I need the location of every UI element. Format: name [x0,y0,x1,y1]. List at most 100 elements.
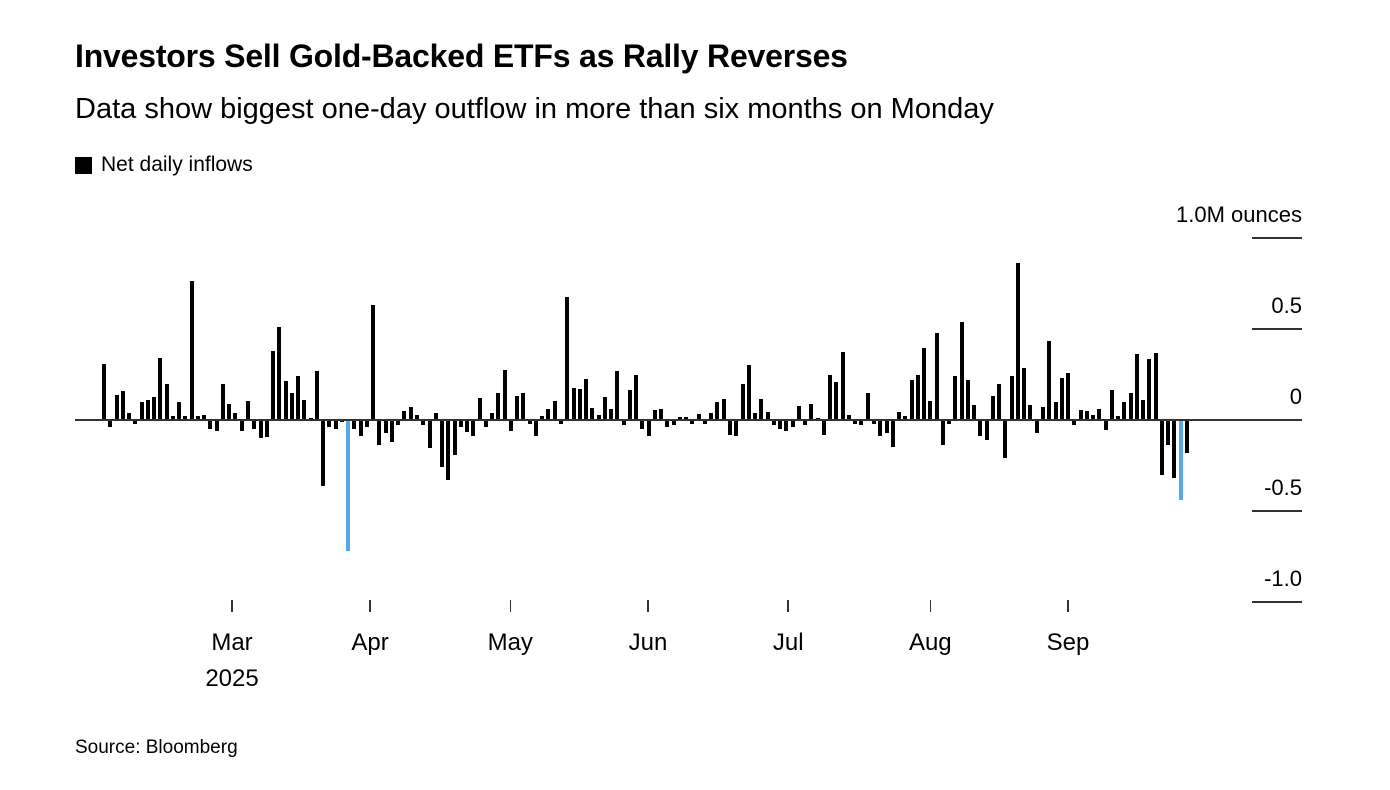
chart-bar [214,420,219,431]
x-tick-label: Mar [211,629,253,656]
chart-bar-highlighted [1178,420,1183,501]
chart-bar [371,305,376,420]
chart-bar [790,420,795,428]
chart-bar [277,327,282,420]
chart-bar [1091,414,1096,420]
chart-bar [615,370,620,420]
chart-bar [396,420,401,426]
chart-bar [283,380,288,420]
chart-bar [358,420,363,437]
x-tick-label: Sep [1046,629,1090,656]
chart-bar [796,406,801,420]
chart-bar [245,400,250,420]
zero-axis-line [75,419,1302,421]
x-tick [787,600,789,612]
chart-bar [903,416,908,420]
chart-bar [158,358,163,420]
chart-bar [177,401,182,420]
chart-bar [1159,420,1164,475]
chart-bar [734,420,739,437]
chart-bar [634,374,639,420]
chart-bar [377,420,382,446]
x-tick-label: Jul [772,629,804,656]
chart-bar [252,420,257,430]
chart-bar [609,409,614,420]
chart-bar [884,420,889,433]
chart-bar [458,420,463,428]
chart-bar [1153,352,1158,420]
chart-bar [602,397,607,420]
x-tick-label: Apr [351,629,389,656]
chart-bar [1003,420,1008,459]
chart-bar [809,403,814,420]
chart-bar [271,350,276,420]
chart-bar [627,389,632,420]
chart-bar [728,420,732,435]
chart-bar [239,420,244,431]
chart-bar [947,420,952,424]
chart-bar [302,399,307,420]
chart-bar [1053,401,1058,420]
y-tick-label: -1.0 [1264,566,1302,591]
chart-bar [546,409,551,420]
chart-bar [853,420,858,424]
chart-bar [152,397,157,420]
chart-bar [558,420,563,424]
x-tick [647,600,649,612]
chart-bar [972,405,977,420]
chart-title: Investors Sell Gold-Backed ETFs as Rally… [75,38,848,74]
x-tick [509,600,512,612]
chart-bar [408,407,413,420]
chart-bar [677,417,682,420]
chart-bar [871,420,876,424]
x-tick [231,600,233,612]
x-tick-label: Jun [628,629,668,656]
chart-bar [990,396,995,420]
chart-bar [527,420,532,424]
chart-bar [108,420,113,428]
chart-bar [415,414,419,420]
y-tick [1252,510,1302,512]
chart-bar [164,383,169,420]
chart-bar [258,420,263,439]
chart-bar [483,420,488,428]
chart-bar [1109,389,1114,420]
chart-bar [233,412,238,420]
chart-bar [915,374,920,420]
chart-bar [227,403,232,420]
chart-bar [922,348,927,420]
chart-bar [114,394,119,420]
chart-bar [878,420,883,437]
chart-bar [940,420,945,446]
chart-bar [1078,409,1083,420]
chart-bar [778,420,783,430]
chart-bar [1122,401,1127,420]
y-tick-label: 0.5 [1271,293,1302,318]
chart-bar [533,420,538,437]
chart-bar [828,374,833,420]
chart-bar [452,420,457,455]
chart-bar [965,379,970,420]
chart-bar [953,376,958,420]
chart-bar [502,369,507,420]
chart-bar [1128,392,1133,420]
y-tick [1252,601,1302,603]
chart-bar [540,416,545,420]
chart-bar [1166,420,1171,446]
legend-swatch-icon [75,156,92,174]
chart-bar [596,414,601,420]
chart-bar [753,412,758,420]
y-tick-label: 1.0M ounces [1176,202,1302,227]
chart-bar [909,379,914,420]
chart-subtitle: Data show biggest one-day outflow in mor… [75,93,994,125]
chart-bar [997,383,1002,420]
chart-bar [490,412,495,420]
chart-bar [1047,340,1052,420]
chart-bar [709,412,714,420]
chart-bar [183,416,188,420]
chart-bar [621,420,626,426]
chart-bar [715,401,720,420]
chart-bar [652,409,657,420]
chart-bar [640,420,645,430]
chart-bar [446,420,451,481]
